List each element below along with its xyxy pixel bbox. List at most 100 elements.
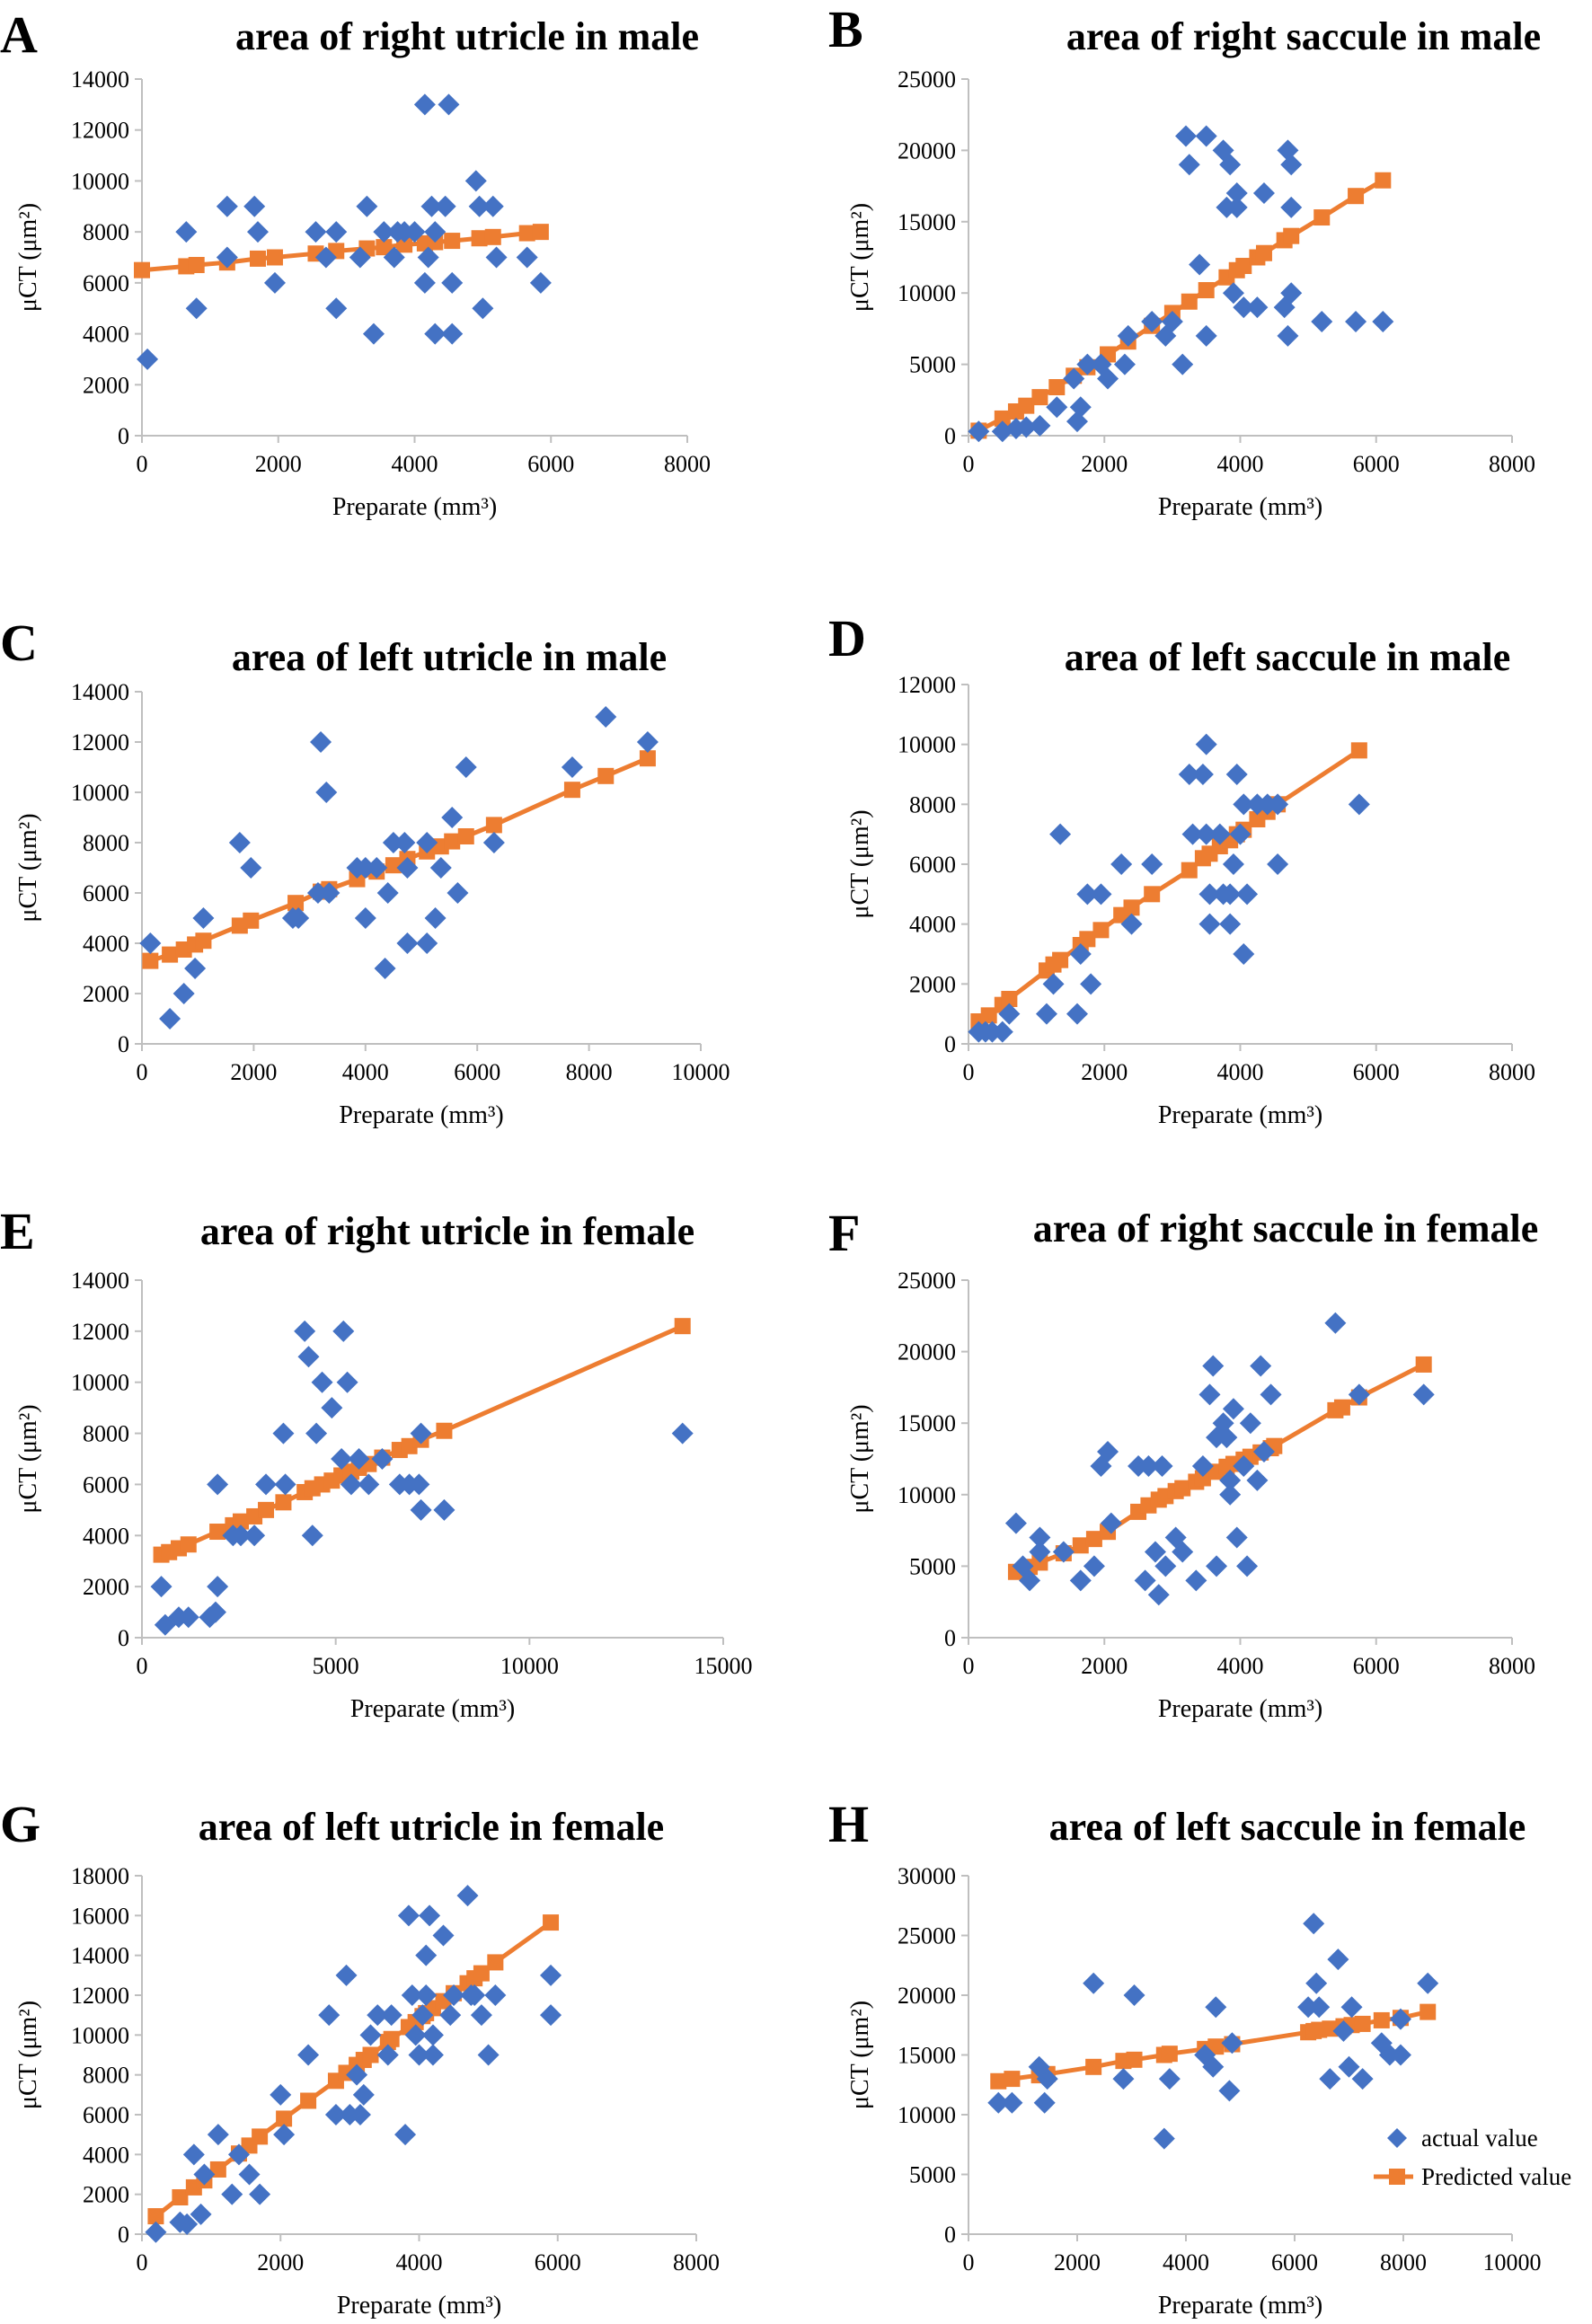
- y-tick-label: 25000: [898, 1268, 956, 1294]
- predicted-point: [232, 1513, 249, 1530]
- actual-point: [1080, 973, 1102, 995]
- x-tick-label: 4000: [1163, 2249, 1209, 2275]
- y-axis-label: μCT (μm²): [14, 1404, 42, 1513]
- actual-point: [1113, 353, 1136, 376]
- actual-point: [429, 857, 452, 879]
- actual-point: [482, 195, 504, 217]
- predicted-point: [362, 2046, 379, 2063]
- actual-point: [420, 195, 443, 217]
- actual-point: [1042, 973, 1065, 995]
- actual-point: [294, 1320, 316, 1342]
- y-tick-label: 25000: [898, 1923, 956, 1949]
- actual-point: [349, 2104, 371, 2125]
- actual-point: [249, 2183, 271, 2205]
- x-tick-label: 4000: [1217, 1653, 1264, 1679]
- x-tick-label: 6000: [1353, 1059, 1400, 1085]
- actual-point: [1208, 823, 1231, 845]
- predicted-point: [276, 2110, 293, 2127]
- actual-point: [439, 2004, 462, 2027]
- x-axis-label: Preparate (mm³): [337, 2292, 501, 2320]
- y-tick-label: 6000: [909, 852, 956, 878]
- y-tick-label: 4000: [909, 912, 956, 938]
- actual-point: [1246, 296, 1269, 319]
- actual-point: [1311, 310, 1333, 332]
- legend-predicted-marker: [1389, 2169, 1405, 2185]
- actual-point: [1097, 367, 1119, 390]
- predicted-point: [674, 1318, 691, 1335]
- actual-point: [1035, 1003, 1057, 1025]
- actual-point: [561, 756, 583, 778]
- actual-point: [1412, 1383, 1435, 1406]
- actual-point: [150, 1576, 172, 1598]
- legend: actual value Predicted value: [1374, 2125, 1571, 2190]
- actual-point: [1151, 1454, 1173, 1477]
- actual-point: [1219, 1483, 1242, 1506]
- actual-point: [1100, 1512, 1122, 1534]
- actual-point: [417, 246, 439, 269]
- actual-point: [367, 2004, 389, 2027]
- actual-point: [410, 1422, 432, 1445]
- predicted-point: [444, 233, 461, 250]
- y-tick-label: 0: [118, 1625, 129, 1651]
- predicted-point: [1048, 379, 1066, 396]
- x-tick-label: 6000: [527, 451, 574, 477]
- y-tick-label: 0: [118, 1031, 129, 1057]
- y-tick-label: 15000: [898, 1410, 956, 1436]
- panel-label: E: [0, 1202, 35, 1260]
- x-tick-label: 0: [137, 2249, 148, 2275]
- actual-point: [1198, 883, 1221, 906]
- actual-point: [139, 932, 162, 954]
- actual-point: [176, 2213, 199, 2235]
- x-tick-label: 6000: [1353, 1653, 1400, 1679]
- actual-point: [1046, 396, 1068, 419]
- actual-point: [335, 1964, 358, 1986]
- actual-point: [1219, 1469, 1242, 1491]
- actual-point: [1178, 764, 1200, 785]
- actual-point: [1202, 2055, 1225, 2078]
- predicted-point: [195, 932, 212, 950]
- actual-point: [443, 1984, 465, 2006]
- panel-label: B: [828, 0, 863, 58]
- actual-point: [1015, 416, 1038, 438]
- actual-point: [1052, 1541, 1075, 1563]
- actual-point: [441, 323, 464, 345]
- predicted-point: [134, 261, 150, 278]
- actual-point: [184, 958, 207, 979]
- y-tick-label: 5000: [909, 352, 956, 378]
- actual-point: [464, 170, 487, 192]
- actual-point: [1066, 411, 1088, 433]
- actual-point: [1004, 1512, 1027, 1534]
- actual-point: [1066, 1003, 1088, 1025]
- actual-point: [352, 2083, 375, 2106]
- actual-point: [1378, 2044, 1401, 2066]
- predicted-point: [457, 828, 474, 844]
- actual-point: [1345, 310, 1367, 332]
- predicted-point: [1255, 244, 1272, 261]
- predicted-point: [1313, 209, 1331, 226]
- actual-point: [968, 420, 990, 443]
- actual-point: [1069, 396, 1092, 419]
- actual-point: [227, 2143, 250, 2166]
- actual-point: [1389, 2008, 1411, 2030]
- actual-point: [1112, 2068, 1135, 2090]
- actual-point: [270, 2083, 292, 2106]
- panel-label: G: [0, 1795, 40, 1853]
- y-tick-label: 10000: [71, 2022, 129, 2048]
- chart-title: area of right saccule in male: [1066, 14, 1541, 58]
- actual-point: [1076, 883, 1099, 906]
- predicted-point: [518, 225, 535, 242]
- actual-point: [255, 1473, 278, 1496]
- predicted-point: [1283, 227, 1300, 244]
- y-tick-label: 6000: [83, 2102, 129, 2128]
- actual-point: [185, 297, 208, 320]
- actual-point: [1158, 2068, 1181, 2090]
- actual-point: [1161, 310, 1183, 332]
- y-tick-label: 14000: [71, 679, 129, 705]
- legend-predicted-label: Predicted value: [1421, 2163, 1571, 2190]
- actual-point: [1001, 2091, 1023, 2114]
- actual-point: [472, 297, 494, 320]
- actual-point: [1195, 125, 1217, 147]
- y-tick-label: 10000: [898, 1482, 956, 1508]
